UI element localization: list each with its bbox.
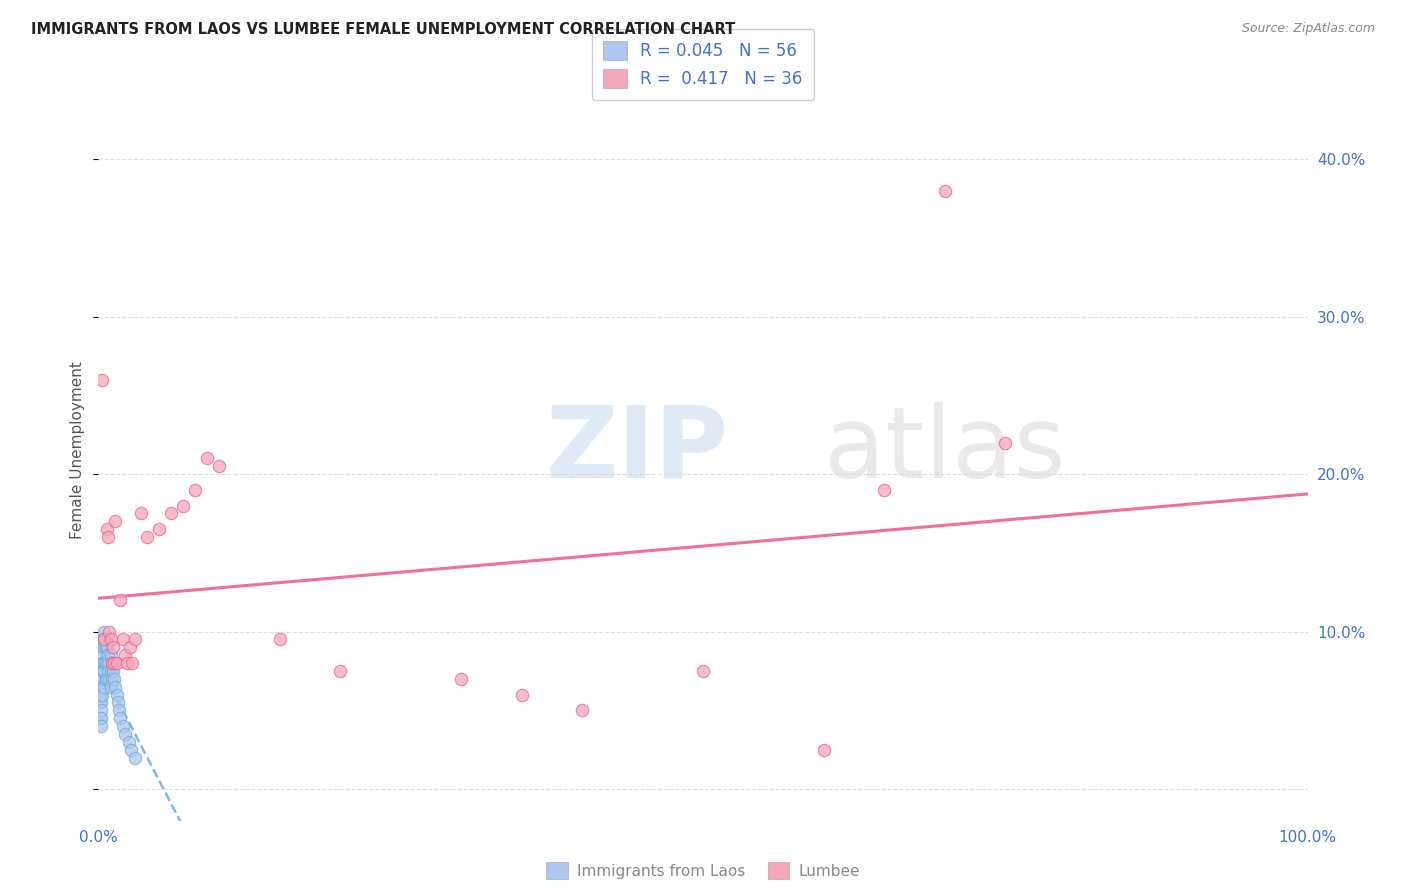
Point	[101, 640, 124, 655]
Point	[124, 750, 146, 764]
Point	[329, 664, 352, 678]
Point	[129, 507, 152, 521]
Y-axis label: Female Unemployment: Female Unemployment	[70, 361, 86, 540]
Point	[111, 719, 134, 733]
Point	[111, 632, 134, 647]
Point	[90, 711, 112, 725]
Point	[104, 680, 127, 694]
Point	[91, 672, 114, 686]
Point	[108, 703, 131, 717]
Point	[93, 632, 115, 647]
Point	[103, 656, 125, 670]
Point	[994, 435, 1017, 450]
Point	[90, 680, 112, 694]
Point	[96, 640, 118, 655]
Point	[121, 656, 143, 670]
Point	[100, 680, 122, 694]
Text: ZIP: ZIP	[546, 402, 728, 499]
Point	[108, 711, 131, 725]
Point	[93, 680, 115, 694]
Point	[120, 743, 142, 757]
Point	[148, 522, 170, 536]
Point	[108, 593, 131, 607]
Point	[118, 640, 141, 655]
Point	[172, 499, 194, 513]
Point	[91, 656, 114, 670]
Point	[98, 656, 121, 670]
Point	[90, 672, 112, 686]
Point	[93, 624, 115, 639]
Point	[94, 672, 117, 686]
Point	[90, 719, 112, 733]
Point	[89, 688, 111, 702]
Point	[873, 483, 896, 497]
Text: Source: ZipAtlas.com: Source: ZipAtlas.com	[1241, 22, 1375, 36]
Point	[269, 632, 291, 647]
Point	[96, 672, 118, 686]
Point	[101, 664, 124, 678]
Point	[107, 696, 129, 710]
Point	[124, 632, 146, 647]
Point	[91, 664, 114, 678]
Point	[135, 530, 157, 544]
Point	[94, 632, 117, 647]
Point	[91, 648, 114, 663]
Point	[89, 696, 111, 710]
Point	[692, 664, 714, 678]
Point	[105, 656, 128, 670]
Point	[97, 530, 120, 544]
Point	[91, 632, 114, 647]
Point	[96, 522, 118, 536]
Point	[114, 727, 136, 741]
Point	[118, 735, 141, 749]
Point	[91, 664, 114, 678]
Point	[100, 672, 122, 686]
Point	[97, 648, 120, 663]
Point	[100, 648, 122, 663]
Point	[93, 640, 115, 655]
Point	[91, 373, 114, 387]
Point	[934, 184, 956, 198]
Point	[450, 672, 472, 686]
Point	[94, 656, 117, 670]
Legend: Immigrants from Laos, Lumbee: Immigrants from Laos, Lumbee	[538, 855, 868, 887]
Point	[813, 743, 835, 757]
Point	[100, 632, 122, 647]
Point	[114, 648, 136, 663]
Point	[104, 514, 127, 528]
Point	[117, 656, 139, 670]
Point	[571, 703, 593, 717]
Point	[100, 656, 122, 670]
Point	[94, 640, 117, 655]
Point	[208, 459, 231, 474]
Point	[89, 711, 111, 725]
Point	[90, 703, 112, 717]
Point	[184, 483, 207, 497]
Point	[91, 680, 114, 694]
Point	[91, 656, 114, 670]
Point	[98, 672, 121, 686]
Point	[91, 688, 114, 702]
Point	[90, 696, 112, 710]
Point	[100, 656, 122, 670]
Point	[91, 672, 114, 686]
Text: IMMIGRANTS FROM LAOS VS LUMBEE FEMALE UNEMPLOYMENT CORRELATION CHART: IMMIGRANTS FROM LAOS VS LUMBEE FEMALE UN…	[31, 22, 735, 37]
Point	[93, 656, 115, 670]
Point	[195, 451, 218, 466]
Point	[105, 688, 128, 702]
Point	[100, 664, 122, 678]
Point	[98, 624, 121, 639]
Point	[91, 648, 114, 663]
Point	[510, 688, 533, 702]
Point	[96, 656, 118, 670]
Point	[97, 664, 120, 678]
Text: atlas: atlas	[824, 402, 1066, 499]
Point	[160, 507, 183, 521]
Point	[103, 672, 125, 686]
Point	[91, 640, 114, 655]
Point	[93, 664, 115, 678]
Point	[93, 632, 115, 647]
Point	[90, 688, 112, 702]
